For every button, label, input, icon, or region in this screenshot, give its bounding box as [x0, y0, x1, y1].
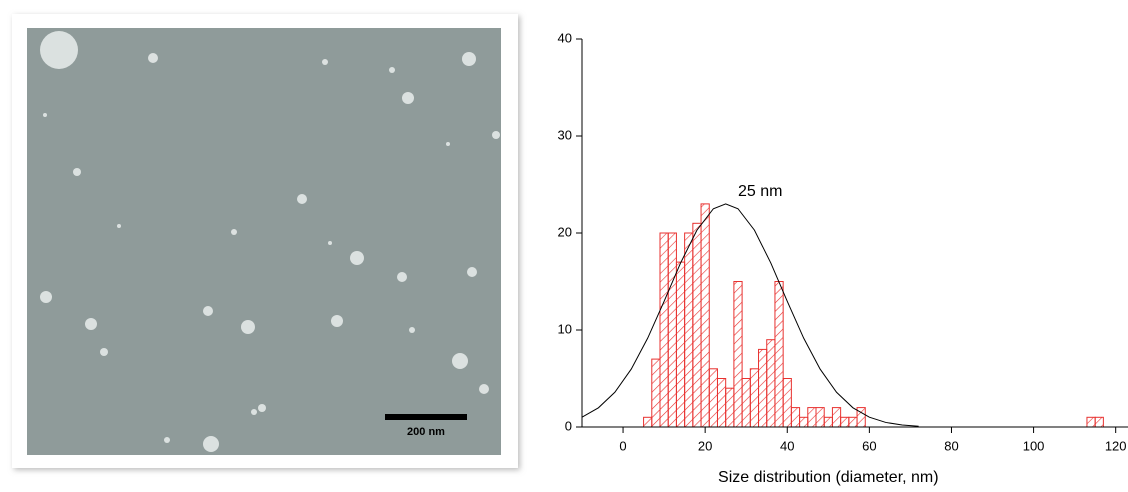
bar	[684, 232, 694, 428]
bar	[692, 222, 702, 428]
bar	[848, 416, 858, 428]
bar	[708, 368, 718, 428]
bar	[815, 407, 825, 428]
x-tick-label: 60	[862, 438, 876, 453]
bar	[733, 281, 743, 428]
bar	[749, 368, 760, 428]
bar	[831, 407, 842, 428]
bar	[840, 416, 850, 428]
annotation: 25 nm	[738, 183, 782, 200]
bar	[675, 261, 686, 428]
bar	[651, 358, 661, 428]
bar	[774, 281, 784, 428]
bar	[823, 416, 833, 428]
bar	[725, 387, 735, 428]
y-tick-label: 10	[558, 321, 572, 336]
x-tick-label: 80	[944, 438, 958, 453]
bar	[807, 407, 817, 428]
x-axis-label: Size distribution (diameter, nm)	[718, 469, 939, 486]
y-tick-label: 0	[565, 418, 572, 433]
bar	[790, 407, 801, 428]
x-tick-label: 40	[780, 438, 794, 453]
bar	[700, 203, 710, 428]
bar	[716, 378, 727, 428]
scale-bar-label: 200 nm	[407, 426, 445, 438]
micrograph: 200 nm	[12, 14, 520, 470]
bar	[1086, 416, 1096, 428]
fit-curve	[581, 203, 919, 427]
bar	[1094, 416, 1104, 428]
y-tick-label: 40	[558, 30, 572, 45]
bar	[741, 378, 751, 428]
x-tick-label: 120	[1105, 438, 1127, 453]
bar	[782, 378, 792, 428]
bar	[643, 416, 653, 428]
bar	[799, 416, 809, 428]
y-tick-label: 20	[558, 224, 572, 239]
y-tick-label: 30	[558, 127, 572, 142]
bar	[667, 232, 677, 428]
x-tick-label: 100	[1023, 438, 1045, 453]
x-tick-label: 0	[619, 438, 626, 453]
bar	[659, 232, 669, 428]
bar	[758, 348, 768, 428]
x-tick-label: 20	[698, 438, 712, 453]
bar	[766, 339, 776, 428]
